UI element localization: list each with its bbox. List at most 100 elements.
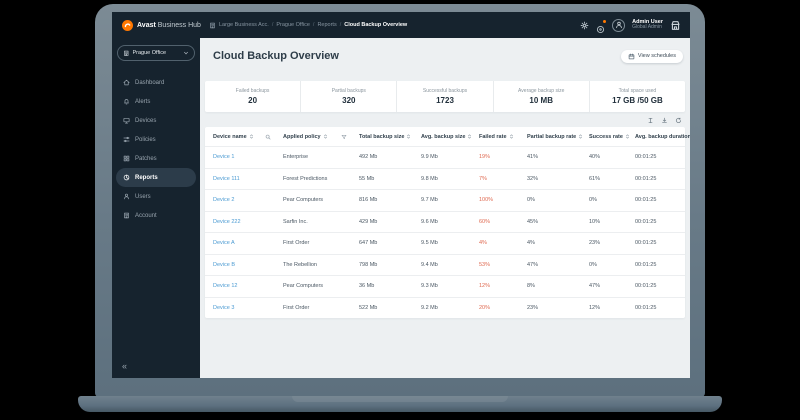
sort-icon[interactable] [509, 133, 514, 140]
device-link[interactable]: Device 12 [213, 283, 238, 290]
col-header-failed-rate[interactable]: Failed rate [474, 133, 522, 140]
cell-policy: Pear Computers [283, 197, 324, 204]
building-icon [123, 50, 130, 57]
cell-total-size: 798 Mb [359, 261, 378, 268]
column-settings-icon[interactable] [647, 117, 654, 124]
cell-policy: Enterprise [283, 154, 309, 161]
store-icon[interactable] [670, 20, 681, 31]
calendar-icon [628, 53, 635, 60]
gear-icon[interactable] [580, 21, 589, 30]
download-icon[interactable] [661, 117, 668, 124]
sidebar-item-alerts[interactable]: Alerts [116, 92, 196, 111]
sidebar-item-label: Alerts [135, 98, 151, 105]
stat-label: Average backup size [518, 87, 565, 94]
notifications-icon [596, 25, 605, 34]
table-toolbar [205, 116, 682, 124]
stat-average-backup-size: Average backup size 10 MB [492, 81, 589, 112]
stat-successful-backups: Successful backups 1723 [396, 81, 492, 112]
sort-icon[interactable] [406, 133, 411, 140]
main-content: Cloud Backup Overview View schedules Fai… [200, 38, 690, 378]
cell-total-size: 492 Mb [359, 154, 378, 161]
col-header-partial-backup-rate[interactable]: Partial backup rate [522, 133, 584, 140]
view-schedules-button[interactable]: View schedules [620, 49, 683, 63]
sidebar-item-users[interactable]: Users [116, 187, 196, 206]
col-header-total-backup-size[interactable]: Total backup size [354, 133, 416, 140]
sort-icon[interactable] [578, 133, 583, 140]
sort-icon[interactable] [249, 133, 254, 140]
col-header-avg-backup-size[interactable]: Avg. backup size [416, 133, 474, 140]
monitor-icon [123, 117, 130, 124]
topbar: Avast Business Hub Large Business Acc. /… [112, 12, 690, 38]
cell-avg-size: 9.6 Mb [421, 218, 438, 225]
device-link[interactable]: Device A [213, 240, 235, 247]
breadcrumb-separator: / [312, 22, 315, 28]
patches-icon [123, 155, 130, 162]
table-row: Device 222 Sarfin Inc. 429 Mb 9.6 Mb 60%… [205, 210, 685, 233]
sort-icon[interactable] [323, 133, 328, 140]
sidebar-item-devices[interactable]: Devices [116, 111, 196, 130]
sidebar-item-label: Account [135, 212, 157, 219]
col-header-avg-backup-duration[interactable]: Avg. backup duration [630, 133, 690, 140]
filter-icon[interactable] [341, 134, 347, 140]
user-icon [123, 193, 130, 200]
sidebar-item-dashboard[interactable]: Dashboard [116, 73, 196, 92]
cell-duration: 00:01:25 [635, 261, 657, 268]
pie-chart-icon [123, 174, 130, 181]
cell-duration: 00:01:25 [635, 218, 657, 225]
cell-partial-rate: 47% [527, 261, 539, 268]
sidebar-item-reports[interactable]: Reports [116, 168, 196, 187]
sidebar-item-label: Users [135, 193, 151, 200]
cell-duration: 00:01:25 [635, 197, 657, 204]
cell-failed-rate: 53% [479, 261, 491, 268]
device-link[interactable]: Device 3 [213, 304, 235, 311]
cell-avg-size: 9.9 Mb [421, 154, 438, 161]
device-link[interactable]: Device 222 [213, 218, 241, 225]
cell-policy: Forest Predictions [283, 175, 328, 182]
device-link[interactable]: Device B [213, 261, 236, 268]
cell-duration: 00:01:25 [635, 283, 657, 290]
device-link[interactable]: Device 2 [213, 197, 235, 204]
breadcrumb-item[interactable]: Large Business Acc. [219, 22, 269, 28]
user-avatar-icon [615, 21, 623, 29]
refresh-icon[interactable] [675, 117, 682, 124]
cell-total-size: 55 Mb [359, 175, 375, 182]
table-row: Device 1 Enterprise 492 Mb 9.9 Mb 19% 41… [205, 146, 685, 168]
cell-policy: First Order [283, 240, 310, 247]
sidebar-item-policies[interactable]: Policies [116, 130, 196, 149]
stat-value: 20 [248, 96, 258, 106]
breadcrumb-item[interactable]: Prague Office [276, 22, 310, 28]
breadcrumb-current: Cloud Backup Overview [344, 22, 408, 28]
avatar[interactable] [612, 18, 626, 32]
chevron-down-icon [183, 50, 189, 56]
sidebar-collapse-button[interactable]: « [122, 361, 128, 371]
cell-partial-rate: 8% [527, 283, 535, 290]
cell-success-rate: 61% [589, 175, 601, 182]
cell-failed-rate: 4% [479, 240, 487, 247]
cell-success-rate: 12% [589, 304, 601, 311]
sidebar-item-patches[interactable]: Patches [116, 149, 196, 168]
breadcrumb-item[interactable]: Reports [317, 22, 337, 28]
stat-total-space-used: Total space used 17 GB /50 GB [588, 81, 685, 112]
sidebar-item-account[interactable]: Account [116, 206, 196, 225]
avast-logo-icon [122, 19, 133, 31]
col-label: Partial backup rate [527, 133, 577, 140]
col-label: Avg. backup duration [635, 133, 690, 140]
breadcrumb: Large Business Acc. / Prague Office / Re… [209, 22, 407, 29]
col-header-success-rate[interactable]: Success rate [584, 133, 630, 140]
brand-rest: Business Hub [155, 21, 201, 29]
laptop-base [78, 396, 722, 412]
search-icon[interactable] [265, 134, 271, 140]
org-selector[interactable]: Prague Office [117, 45, 195, 61]
device-link[interactable]: Device 1 [213, 154, 235, 161]
user-menu[interactable]: Admin User Global Admin [632, 19, 663, 31]
device-link[interactable]: Device 111 [213, 175, 240, 182]
notification-badge [602, 19, 607, 23]
col-header-device-name[interactable]: Device name [208, 133, 278, 140]
cell-total-size: 429 Mb [359, 218, 378, 225]
cell-success-rate: 47% [589, 283, 601, 290]
sort-icon[interactable] [467, 133, 472, 140]
col-header-applied-policy[interactable]: Applied policy [278, 133, 354, 140]
cell-duration: 00:01:25 [635, 240, 657, 247]
col-label: Device name [213, 133, 247, 140]
notifications-button[interactable] [596, 19, 607, 30]
